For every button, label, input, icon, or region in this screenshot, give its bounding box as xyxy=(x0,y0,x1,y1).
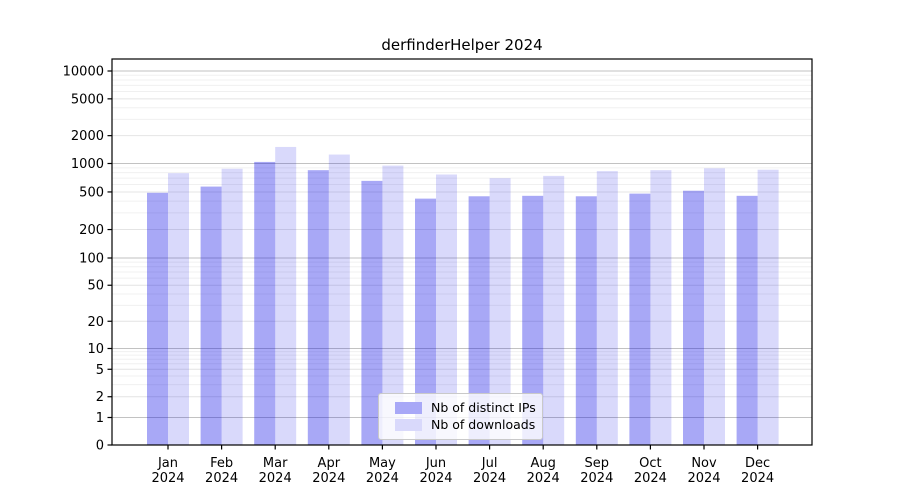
bar-distinct-ips-mar xyxy=(254,161,276,445)
x-tick-label-year-nov: 2024 xyxy=(687,471,720,486)
legend-swatch-distinct-ips xyxy=(395,401,422,414)
y-tick-label-5: 5 xyxy=(96,363,104,378)
y-tick-label-1: 1 xyxy=(96,411,104,426)
plot-border xyxy=(111,58,813,446)
bar-downloads-jul xyxy=(489,178,511,445)
y-tick-label-200: 200 xyxy=(79,223,104,238)
x-tick-label-month-may: May xyxy=(369,456,396,471)
x-tick-label-month-oct: Oct xyxy=(639,456,661,471)
bars-downloads xyxy=(168,146,779,446)
x-tick-label-year-dec: 2024 xyxy=(741,471,774,486)
x-tick-label-month-aug: Aug xyxy=(531,456,556,471)
bar-distinct-ips-jun xyxy=(415,198,436,445)
y-tick-label-2: 2 xyxy=(96,390,104,405)
bar-distinct-ips-sep xyxy=(575,196,597,445)
y-tick-label-5000: 5000 xyxy=(71,92,104,107)
y-tick-label-0: 0 xyxy=(96,439,104,454)
legend-label-distinct-ips: Nb of distinct IPs xyxy=(431,400,536,415)
y-tick-label-100: 100 xyxy=(79,252,104,267)
x-tick-label-year-may: 2024 xyxy=(366,471,399,486)
bar-downloads-sep xyxy=(596,171,618,445)
bar-downloads-jan xyxy=(168,173,189,445)
legend-swatch-downloads xyxy=(395,418,422,431)
bar-downloads-feb xyxy=(221,168,243,445)
bar-downloads-jun xyxy=(436,174,457,445)
x-tick-label-year-mar: 2024 xyxy=(259,471,292,486)
x-tick-label-month-mar: Mar xyxy=(263,456,288,471)
x-tick-label-year-apr: 2024 xyxy=(312,471,345,486)
bar-distinct-ips-may xyxy=(361,180,383,445)
bar-distinct-ips-apr xyxy=(307,170,329,445)
bar-downloads-mar xyxy=(275,146,297,445)
bar-distinct-ips-oct xyxy=(629,193,651,445)
chart-title: derfinderHelper 2024 xyxy=(381,36,543,54)
x-tick-label-month-nov: Nov xyxy=(691,456,717,471)
x-tick-label-year-oct: 2024 xyxy=(634,471,667,486)
x-tick-label-month-jul: Jul xyxy=(481,456,498,471)
bar-downloads-dec xyxy=(757,169,779,446)
y-tick-label-2000: 2000 xyxy=(71,129,104,144)
x-tick-label-year-sep: 2024 xyxy=(580,471,613,486)
bars-distinct-ips xyxy=(147,161,758,445)
x-tick-label-month-dec: Dec xyxy=(745,456,770,471)
y-axis: 0 1 2 5 10 20 50 100 200 500 1000 2000 5000 10000 xyxy=(63,65,112,454)
x-tick-label-year-aug: 2024 xyxy=(527,471,560,486)
bar-downloads-oct xyxy=(650,170,672,445)
legend-label-downloads: Nb of downloads xyxy=(431,417,536,432)
x-tick-label-year-feb: 2024 xyxy=(205,471,238,486)
y-tick-label-1000: 1000 xyxy=(71,157,104,172)
x-tick-label-month-apr: Apr xyxy=(318,456,341,471)
x-axis: Jan2024Feb2024Mar2024Apr2024May2024Jun20… xyxy=(151,445,774,486)
x-tick-label-month-jan: Jan xyxy=(157,456,178,471)
y-tick-label-500: 500 xyxy=(79,185,104,200)
x-tick-label-month-sep: Sep xyxy=(585,456,610,471)
x-tick-label-month-jun: Jun xyxy=(425,456,446,471)
bar-downloads-nov xyxy=(704,168,725,445)
y-tick-label-10: 10 xyxy=(87,342,104,357)
x-tick-label-month-feb: Feb xyxy=(210,456,233,471)
bar-distinct-ips-jul xyxy=(468,196,490,445)
bar-distinct-ips-nov xyxy=(683,190,704,445)
legend: Nb of distinct IPs Nb of downloads xyxy=(378,393,543,440)
bar-distinct-ips-feb xyxy=(200,186,222,445)
legend-item-downloads: Nb of downloads xyxy=(379,416,542,433)
legend-item-distinct-ips: Nb of distinct IPs xyxy=(379,399,542,416)
bar-distinct-ips-jan xyxy=(147,192,168,445)
bar-downloads-may xyxy=(382,165,404,446)
x-tick-label-year-jun: 2024 xyxy=(419,471,452,486)
y-tick-label-10000: 10000 xyxy=(63,65,104,80)
bar-distinct-ips-aug xyxy=(522,195,544,445)
gridlines xyxy=(112,70,812,418)
bar-downloads-aug xyxy=(543,175,565,445)
y-tick-label-50: 50 xyxy=(87,279,104,294)
bar-downloads-apr xyxy=(328,154,350,445)
x-tick-label-year-jan: 2024 xyxy=(151,471,184,486)
y-tick-label-20: 20 xyxy=(87,315,104,330)
bar-distinct-ips-dec xyxy=(736,195,758,445)
x-tick-label-year-jul: 2024 xyxy=(473,471,506,486)
